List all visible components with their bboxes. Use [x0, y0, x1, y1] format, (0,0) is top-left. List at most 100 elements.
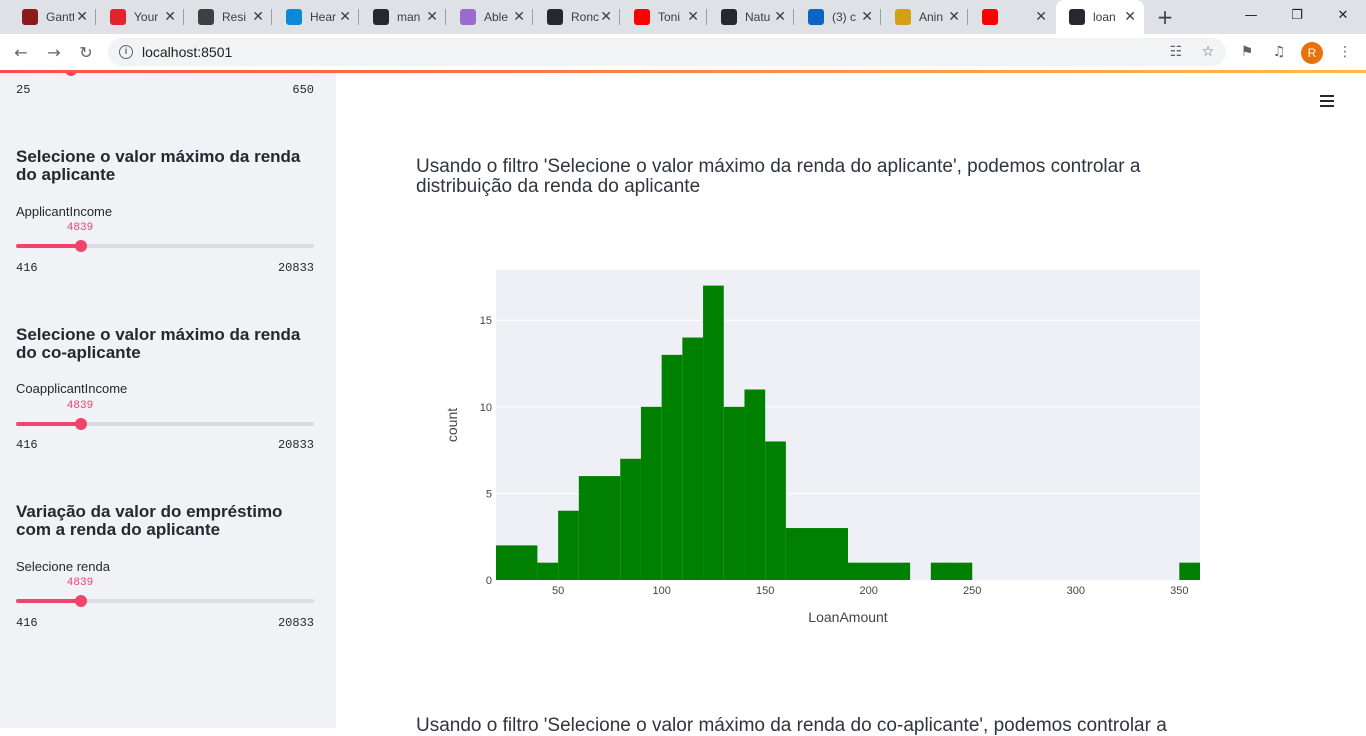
applicant-income-max: 20833	[277, 261, 314, 275]
slider-thumb[interactable]	[65, 73, 77, 76]
x-tick-label: 50	[552, 585, 564, 597]
browser-tab[interactable]: Your ✕	[97, 0, 184, 34]
browser-toolbar: ← → ↻ i localhost:8501 ☷ ☆ ⚑ ♫ R ⋮	[0, 34, 1366, 70]
loan-variation-heading: Variação da valor do empréstimo com a re…	[16, 502, 283, 539]
tab-separator	[619, 9, 620, 25]
browser-tab[interactable]: (3) c ✕	[795, 0, 881, 34]
browser-tab[interactable]: Able ✕	[447, 0, 533, 34]
tab-label: Ronc	[571, 10, 599, 24]
address-url: localhost:8501	[142, 44, 233, 60]
coapplicant-income-min: 416	[16, 438, 38, 452]
tab-close-icon[interactable]: ✕	[426, 9, 438, 25]
tab-close-icon[interactable]: ✕	[252, 9, 264, 25]
address-bar[interactable]: i localhost:8501	[108, 38, 1226, 66]
tab-close-icon[interactable]: ✕	[1124, 9, 1136, 25]
tab-label: loan	[1093, 10, 1116, 24]
browser-tab[interactable]: Anin ✕	[882, 0, 968, 34]
media-control-icon[interactable]: ♫	[1272, 44, 1286, 60]
browser-tab[interactable]: Resi ✕	[185, 0, 272, 34]
tab-separator	[532, 9, 533, 25]
hamburger-menu-icon[interactable]	[1320, 92, 1340, 108]
site-info-icon[interactable]: i	[119, 45, 133, 59]
browser-tab[interactable]: Toni ✕	[621, 0, 707, 34]
minimize-button[interactable]: —	[1244, 7, 1258, 23]
tab-close-icon[interactable]: ✕	[1035, 9, 1047, 25]
profile-avatar[interactable]: R	[1301, 42, 1323, 64]
slider-thumb[interactable]	[75, 240, 87, 252]
back-icon[interactable]: ←	[14, 42, 28, 62]
histogram-bar	[848, 562, 911, 580]
chart-description-2: Usando o filtro 'Selecione o valor máxim…	[416, 715, 1167, 736]
slider-fill	[16, 599, 81, 603]
tab-close-icon[interactable]: ✕	[774, 9, 786, 25]
coapplicant-income-max: 20833	[277, 438, 314, 452]
browser-tab[interactable]: Gantt ✕	[9, 0, 96, 34]
a-icon	[460, 9, 476, 25]
browser-menu-icon[interactable]: ⋮	[1338, 44, 1352, 60]
youtube-icon	[982, 9, 998, 25]
translate-icon[interactable]: ☷	[1169, 44, 1183, 60]
tab-label: Hear	[310, 10, 337, 24]
browser-tab[interactable]: loan ✕	[1056, 0, 1144, 34]
tab-label: man	[397, 10, 421, 24]
applicant-income-label: ApplicantIncome	[16, 204, 113, 219]
histogram-bar	[640, 406, 662, 580]
tab-close-icon[interactable]: ✕	[948, 9, 960, 25]
tab-close-icon[interactable]: ✕	[861, 9, 873, 25]
restore-button[interactable]: ❐	[1291, 7, 1303, 23]
browser-tab[interactable]: man ✕	[360, 0, 446, 34]
tab-separator	[880, 9, 881, 25]
tab-close-icon[interactable]: ✕	[164, 9, 176, 25]
slider-fill	[16, 422, 81, 426]
tab-close-icon[interactable]: ✕	[339, 9, 351, 25]
tab-close-icon[interactable]: ✕	[76, 9, 88, 25]
tab-close-icon[interactable]: ✕	[513, 9, 525, 25]
applicant-income-value: 4839	[66, 222, 94, 234]
histogram-bar	[537, 562, 559, 580]
x-tick-label: 300	[1067, 585, 1085, 597]
histogram-bar	[703, 285, 724, 580]
bookmark-star-icon[interactable]: ☆	[1201, 44, 1215, 60]
tab-separator	[183, 9, 184, 25]
histogram-bar	[930, 562, 973, 580]
slider-thumb[interactable]	[75, 418, 87, 430]
tab-label: Natu	[745, 10, 771, 24]
browser-tab[interactable]: ✕	[969, 0, 1055, 34]
youtube-icon	[634, 9, 650, 25]
reload-icon[interactable]: ↻	[79, 42, 93, 62]
extensions-icon[interactable]: ⚑	[1240, 44, 1254, 60]
forward-icon[interactable]: →	[47, 42, 61, 62]
tab-label: Resi	[222, 10, 247, 24]
tab-close-icon[interactable]: ✕	[600, 9, 612, 25]
histogram-bar	[558, 510, 579, 580]
histogram-bar	[682, 337, 704, 580]
github-icon	[547, 9, 563, 25]
new-tab-button[interactable]: +	[1156, 5, 1174, 29]
app-decoration-bar	[0, 70, 1366, 73]
browser-tab[interactable]: Hear ✕	[273, 0, 359, 34]
applicant-income-heading: Selecione o valor máximo da renda do apl…	[16, 147, 301, 184]
x-tick-label: 150	[756, 585, 774, 597]
applicant-income-min: 416	[16, 261, 38, 275]
x-tick-label: 250	[963, 585, 981, 597]
slider-thumb[interactable]	[75, 595, 87, 607]
browser-tab[interactable]: Ronc ✕	[534, 0, 620, 34]
linkedin-icon	[808, 9, 824, 25]
coapplicant-income-slider[interactable]	[16, 418, 314, 430]
tab-close-icon[interactable]: ✕	[687, 9, 699, 25]
select-income-slider[interactable]	[16, 595, 314, 607]
slider-fill	[16, 244, 81, 248]
x-tick-label: 350	[1170, 585, 1188, 597]
close-window-button[interactable]: ✕	[1337, 7, 1349, 23]
applicant-income-slider[interactable]	[16, 240, 314, 252]
tab-label: Toni	[658, 10, 681, 24]
histogram-bar	[1179, 562, 1200, 580]
coapplicant-income-label: CoapplicantIncome	[16, 381, 128, 396]
tab-label: Your	[134, 10, 159, 24]
coapplicant-income-heading: Selecione o valor máximo da renda do co-…	[16, 325, 301, 362]
select-income-value: 4839	[66, 577, 94, 589]
histogram-bar	[785, 528, 848, 580]
x-axis-label: LoanAmount	[808, 609, 888, 625]
browser-tab[interactable]: Natu ✕	[708, 0, 794, 34]
tab-label: (3) c	[832, 10, 856, 24]
